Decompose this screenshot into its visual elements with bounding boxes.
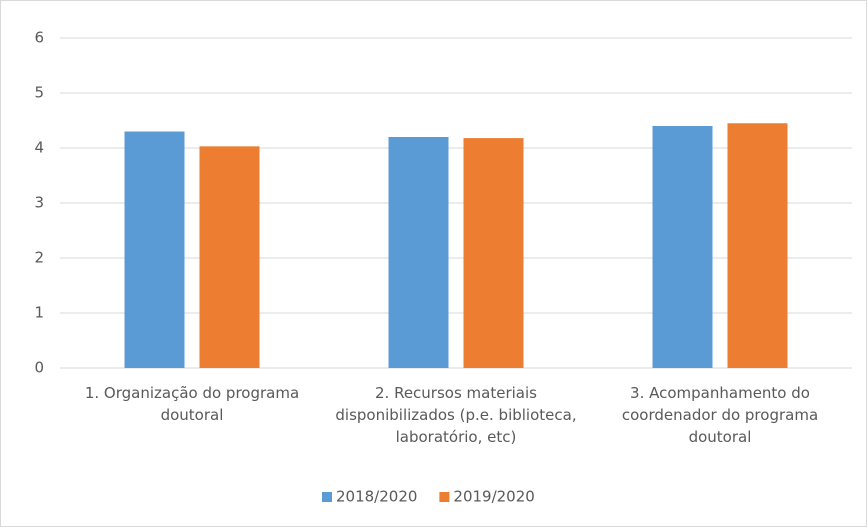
bar [652,126,713,368]
bar [727,123,788,368]
legend-swatch [439,492,450,502]
legend-swatch [322,492,332,502]
x-tick-label: 2. Recursos materiais disponibilizados (… [335,384,577,446]
bar [388,137,449,368]
x-tick-label: 1. Organização do programa doutoral [84,384,300,424]
y-tick-label: 0 [34,359,44,377]
x-tick-label: 3. Acompanhamento do coordenador do prog… [621,384,819,446]
legend-label: 2018/2020 [336,488,417,506]
y-tick-label: 6 [34,29,44,47]
legend-label: 2019/2020 [453,488,534,506]
y-tick-label: 5 [34,84,44,102]
bar [463,138,524,368]
bar [124,131,185,368]
y-tick-label: 2 [34,249,44,267]
y-tick-label: 1 [34,304,44,322]
y-tick-label: 3 [34,194,44,212]
bar [199,146,260,368]
y-tick-label: 4 [34,139,44,157]
